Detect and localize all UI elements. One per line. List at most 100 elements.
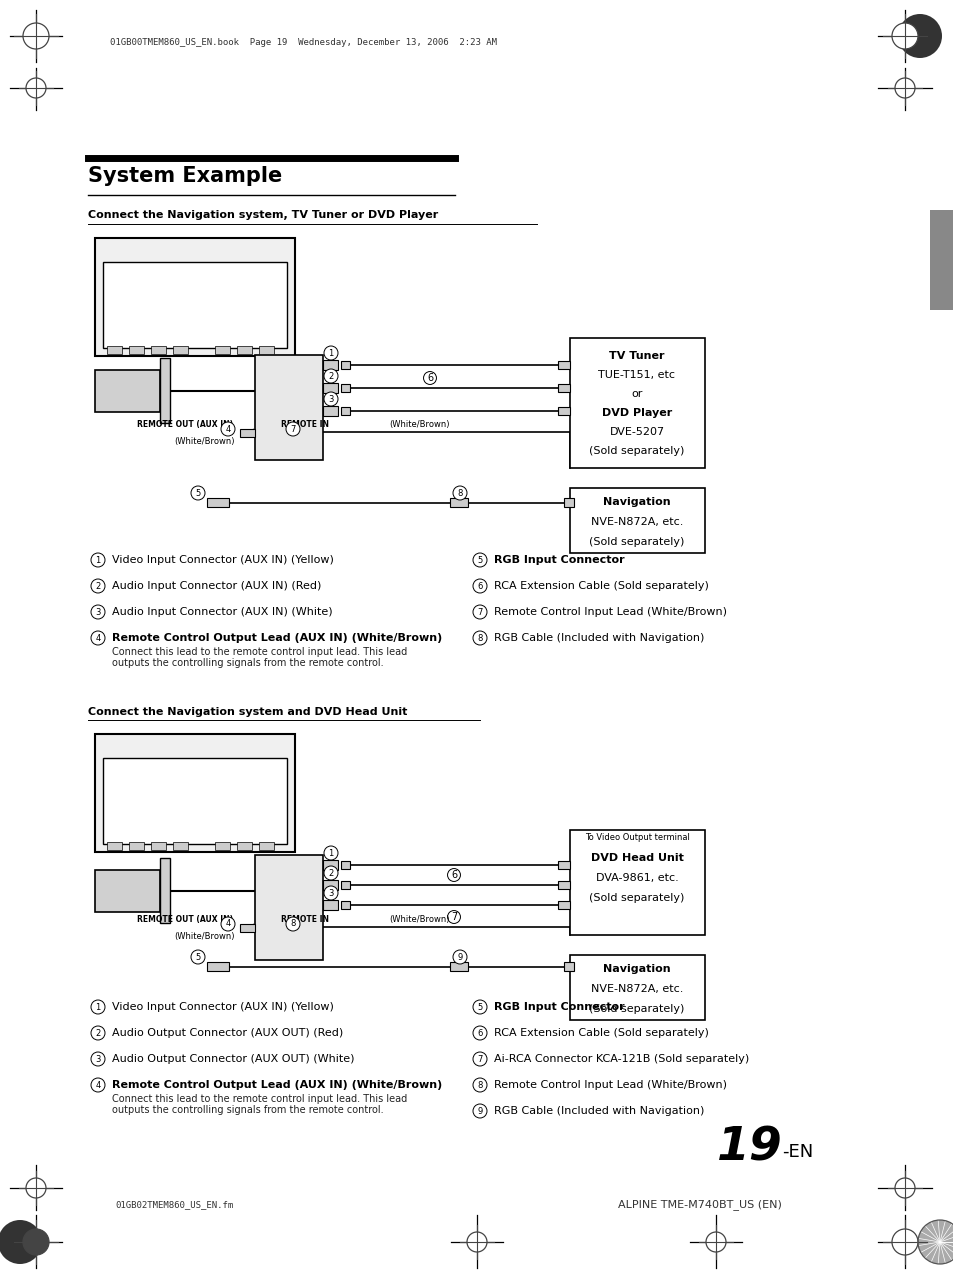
Bar xyxy=(340,383,350,392)
Circle shape xyxy=(324,369,337,383)
Text: NVE-N872A, etc.: NVE-N872A, etc. xyxy=(590,984,682,994)
Text: 6: 6 xyxy=(427,373,433,383)
Text: 7: 7 xyxy=(290,424,295,433)
Circle shape xyxy=(453,950,467,964)
Text: Remote Control Output Lead (AUX IN) (White/Brown): Remote Control Output Lead (AUX IN) (Whi… xyxy=(112,1080,442,1090)
Text: Audio Output Connector (AUX OUT) (White): Audio Output Connector (AUX OUT) (White) xyxy=(112,1054,355,1065)
Bar xyxy=(563,498,574,507)
Bar xyxy=(340,861,350,869)
Text: (Sold separately): (Sold separately) xyxy=(589,446,684,456)
Bar xyxy=(563,962,574,971)
Bar xyxy=(340,360,350,369)
Circle shape xyxy=(467,1232,486,1252)
Bar xyxy=(558,406,569,415)
Circle shape xyxy=(286,422,299,436)
Text: 9: 9 xyxy=(456,952,462,961)
Text: Audio Output Connector (AUX OUT) (Red): Audio Output Connector (AUX OUT) (Red) xyxy=(112,1028,343,1038)
Text: 1: 1 xyxy=(95,556,100,565)
Circle shape xyxy=(191,486,205,500)
Circle shape xyxy=(473,999,486,1013)
Text: 1: 1 xyxy=(328,349,334,358)
Text: 01GB00TMEM860_US_EN.book  Page 19  Wednesday, December 13, 2006  2:23 AM: 01GB00TMEM860_US_EN.book Page 19 Wednesd… xyxy=(110,37,497,46)
Circle shape xyxy=(91,1052,105,1066)
Circle shape xyxy=(705,1232,725,1252)
Circle shape xyxy=(91,999,105,1013)
Bar xyxy=(254,855,323,960)
Text: REMOTE OUT (AUX IN): REMOTE OUT (AUX IN) xyxy=(137,915,233,924)
Text: REMOTE OUT (AUX IN): REMOTE OUT (AUX IN) xyxy=(137,420,233,429)
Bar xyxy=(207,962,229,971)
Text: RGB Cable (Included with Navigation): RGB Cable (Included with Navigation) xyxy=(494,1105,703,1116)
Circle shape xyxy=(26,1178,46,1197)
Text: Navigation: Navigation xyxy=(602,497,670,507)
Text: Ai-RCA Connector KCA-121B (Sold separately): Ai-RCA Connector KCA-121B (Sold separate… xyxy=(494,1054,748,1065)
Circle shape xyxy=(473,1079,486,1091)
Bar xyxy=(558,383,569,392)
Text: 3: 3 xyxy=(328,395,334,404)
Bar xyxy=(95,870,160,912)
Bar xyxy=(258,842,274,850)
Bar xyxy=(323,360,337,371)
Text: (White/Brown): (White/Brown) xyxy=(390,915,450,924)
Bar xyxy=(450,498,468,507)
Text: 5: 5 xyxy=(195,952,200,961)
Text: TV Tuner: TV Tuner xyxy=(609,351,664,360)
Bar xyxy=(151,842,166,850)
Text: 4: 4 xyxy=(95,634,100,643)
Text: -EN: -EN xyxy=(781,1143,812,1160)
Bar xyxy=(151,346,166,354)
Circle shape xyxy=(891,23,917,49)
Bar xyxy=(207,498,229,507)
Bar xyxy=(107,346,122,354)
Text: REMOTE IN: REMOTE IN xyxy=(281,420,329,429)
Text: System Example: System Example xyxy=(88,166,282,187)
Text: 1: 1 xyxy=(95,1002,100,1011)
Bar xyxy=(558,360,569,369)
Circle shape xyxy=(473,553,486,567)
Bar xyxy=(323,900,337,910)
Bar xyxy=(172,842,188,850)
Circle shape xyxy=(286,918,299,930)
Circle shape xyxy=(221,422,234,436)
Bar xyxy=(160,358,170,423)
Text: Connect the Navigation system, TV Tuner or DVD Player: Connect the Navigation system, TV Tuner … xyxy=(88,210,437,220)
Bar xyxy=(323,383,337,394)
Circle shape xyxy=(91,1079,105,1091)
Bar xyxy=(103,262,287,348)
Bar xyxy=(450,962,468,971)
Bar xyxy=(558,881,569,889)
Text: 2: 2 xyxy=(95,1029,100,1038)
Text: RCA Extension Cable (Sold separately): RCA Extension Cable (Sold separately) xyxy=(494,581,708,590)
Bar xyxy=(95,734,294,852)
Bar xyxy=(558,901,569,909)
Circle shape xyxy=(473,1052,486,1066)
Circle shape xyxy=(23,23,49,49)
Text: 4: 4 xyxy=(225,919,231,929)
Bar xyxy=(129,346,144,354)
Bar xyxy=(214,842,230,850)
Circle shape xyxy=(894,1178,914,1197)
Bar xyxy=(236,346,252,354)
Circle shape xyxy=(324,392,337,406)
Bar xyxy=(254,355,323,460)
Text: RCA Extension Cable (Sold separately): RCA Extension Cable (Sold separately) xyxy=(494,1028,708,1038)
Text: Connect the Navigation system and DVD Head Unit: Connect the Navigation system and DVD He… xyxy=(88,707,407,717)
Bar xyxy=(323,881,337,889)
Bar xyxy=(95,238,294,357)
Text: Connect this lead to the remote control input lead. This lead: Connect this lead to the remote control … xyxy=(112,647,407,657)
Text: 1: 1 xyxy=(328,849,334,858)
Text: ALPINE TME-M740BT_US (EN): ALPINE TME-M740BT_US (EN) xyxy=(618,1200,781,1210)
Bar xyxy=(558,861,569,869)
Text: Audio Input Connector (AUX IN) (Red): Audio Input Connector (AUX IN) (Red) xyxy=(112,581,321,590)
Text: 4: 4 xyxy=(225,424,231,433)
Bar xyxy=(258,346,274,354)
Circle shape xyxy=(26,78,46,98)
Bar xyxy=(569,337,704,468)
Text: 8: 8 xyxy=(476,634,482,643)
Circle shape xyxy=(473,631,486,645)
Bar xyxy=(569,829,704,935)
Circle shape xyxy=(324,846,337,860)
Text: 8: 8 xyxy=(476,1080,482,1090)
Text: outputs the controlling signals from the remote control.: outputs the controlling signals from the… xyxy=(112,658,383,668)
Text: (Sold separately): (Sold separately) xyxy=(589,1005,684,1013)
